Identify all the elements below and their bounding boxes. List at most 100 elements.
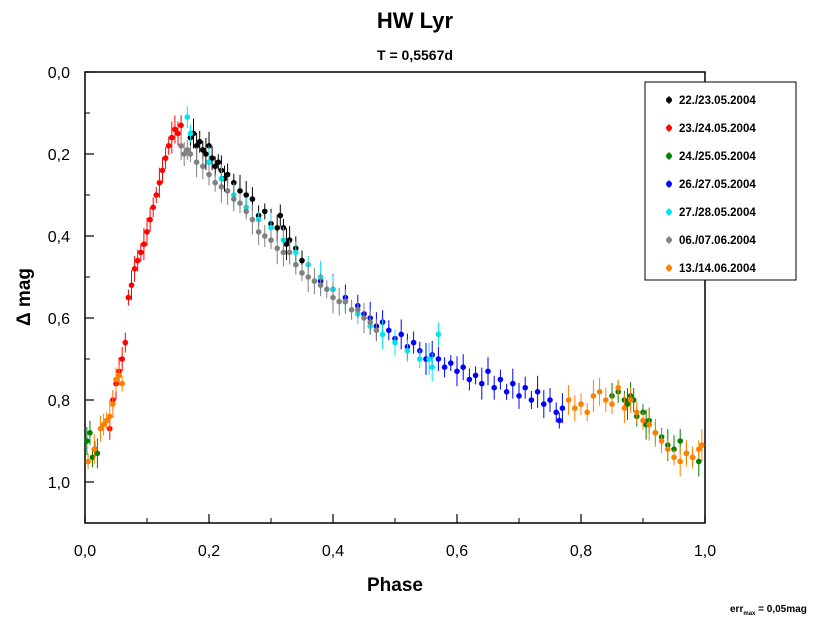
- data-point: [131, 266, 138, 272]
- data-point: [299, 270, 305, 276]
- data-point: [547, 397, 553, 403]
- data-point: [590, 393, 597, 399]
- error-note-prefix: err: [730, 604, 744, 615]
- data-point: [379, 331, 386, 338]
- legend-item: 13./14.06.2004: [666, 263, 756, 275]
- data-point: [596, 389, 603, 395]
- data-point: [156, 179, 163, 186]
- data-point: [147, 216, 153, 223]
- y-tick-label: 1,0: [48, 475, 70, 492]
- data-point: [237, 188, 243, 194]
- x-tick-label: 0,0: [74, 543, 96, 560]
- data-point: [466, 376, 473, 383]
- data-point: [141, 241, 147, 247]
- data-point: [218, 184, 225, 190]
- data-point: [184, 114, 191, 120]
- data-point: [110, 401, 116, 407]
- data-point: [286, 249, 293, 256]
- data-point: [460, 364, 467, 371]
- legend-item: 06./07.06.2004: [666, 235, 756, 247]
- data-point: [386, 327, 392, 334]
- data-point: [454, 368, 460, 375]
- data-point: [280, 249, 287, 256]
- data-point: [696, 446, 702, 453]
- data-point: [689, 454, 696, 461]
- data-point: [200, 163, 206, 170]
- legend-label: 06./07.06.2004: [679, 235, 756, 247]
- data-point: [116, 372, 122, 379]
- data-point: [283, 241, 290, 247]
- data-point: [640, 417, 646, 424]
- data-point: [417, 356, 423, 362]
- data-point: [103, 417, 110, 424]
- data-point: [472, 372, 479, 379]
- x-tick-label: 0,6: [446, 543, 468, 560]
- data-point: [243, 192, 249, 198]
- data-point: [609, 401, 615, 407]
- data-point: [212, 179, 218, 186]
- data-point: [212, 163, 218, 170]
- data-point: [553, 409, 559, 416]
- data-point: [448, 360, 454, 366]
- data-point: [485, 368, 491, 375]
- data-point: [215, 159, 222, 165]
- chart-title: HW Lyr: [376, 8, 454, 33]
- data-point: [119, 356, 125, 362]
- data-point: [203, 151, 209, 157]
- y-tick-label: 0,2: [48, 147, 70, 164]
- data-point: [206, 159, 212, 165]
- data-point: [373, 327, 380, 334]
- error-note-subscript: max: [743, 611, 756, 617]
- data-point: [286, 237, 293, 243]
- data-point: [268, 225, 274, 231]
- data-point: [677, 458, 683, 465]
- data-point: [85, 458, 91, 465]
- data-point: [426, 356, 432, 362]
- legend-item: 27./28.05.2004: [666, 207, 756, 219]
- legend-item: 22./23.05.2004: [666, 95, 756, 107]
- data-point: [97, 425, 104, 432]
- data-point: [293, 261, 299, 268]
- data-point: [196, 138, 203, 145]
- data-point: [162, 155, 169, 161]
- data-point: [249, 216, 256, 223]
- legend-box: [644, 81, 797, 281]
- data-point: [671, 446, 677, 453]
- data-point: [634, 409, 640, 416]
- data-point: [578, 401, 584, 407]
- error-note-suffix: = 0,05mag: [755, 604, 807, 615]
- data-point: [491, 384, 498, 391]
- data-point: [209, 155, 215, 161]
- data-point: [556, 417, 563, 424]
- data-point: [572, 405, 578, 412]
- data-point: [534, 389, 541, 395]
- data-point: [683, 450, 690, 457]
- data-points: [84, 106, 705, 477]
- data-point: [299, 257, 305, 264]
- y-tick-label: 0,6: [48, 311, 70, 328]
- data-point: [503, 389, 510, 395]
- data-point: [84, 438, 90, 444]
- data-point: [91, 446, 98, 453]
- data-point: [184, 147, 191, 153]
- data-point: [153, 192, 160, 198]
- legend-label: 22./23.05.2004: [679, 95, 756, 107]
- data-point: [274, 225, 281, 231]
- data-point: [255, 229, 262, 235]
- data-point: [206, 171, 212, 178]
- chart-subtitle: T = 0,5567d: [377, 47, 453, 63]
- error-note: errmax = 0,05mag: [730, 604, 807, 617]
- data-point: [150, 204, 156, 211]
- data-point: [107, 413, 113, 420]
- data-point: [429, 364, 436, 371]
- data-point: [175, 130, 181, 137]
- data-point: [262, 233, 268, 239]
- data-point: [342, 298, 349, 305]
- data-point: [336, 298, 343, 305]
- data-point: [348, 307, 355, 313]
- data-point: [134, 257, 141, 264]
- data-point: [181, 151, 187, 157]
- data-point: [113, 376, 119, 383]
